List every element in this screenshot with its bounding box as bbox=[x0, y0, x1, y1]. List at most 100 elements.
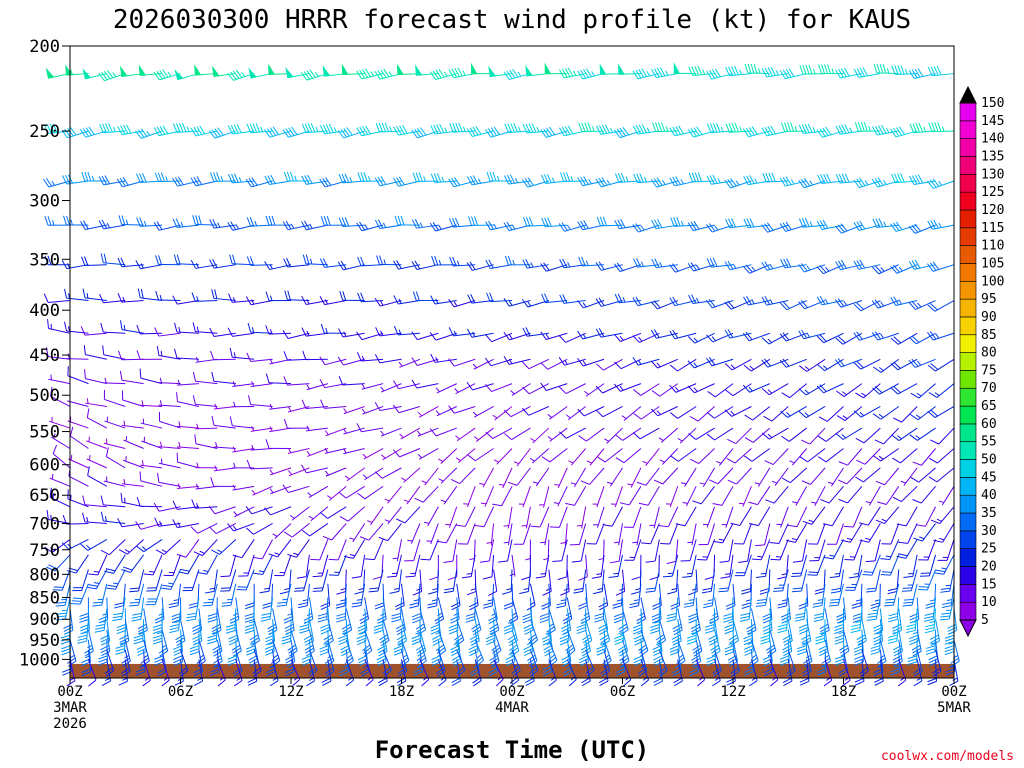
wind-barb bbox=[642, 448, 660, 466]
barb-staff bbox=[803, 224, 826, 228]
barb-full-feather bbox=[47, 319, 50, 329]
barb-staff bbox=[49, 477, 71, 487]
barb-staff bbox=[172, 554, 181, 576]
wind-barb bbox=[566, 406, 586, 421]
barb-full-feather bbox=[432, 640, 442, 646]
barb-full-feather bbox=[690, 221, 697, 231]
barb-full-feather bbox=[790, 122, 795, 132]
barb-flag bbox=[194, 64, 202, 76]
barb-full-feather bbox=[414, 129, 421, 138]
wind-barb bbox=[250, 381, 273, 388]
barb-full-feather bbox=[580, 615, 590, 622]
wind-barb bbox=[571, 539, 587, 563]
wind-barb bbox=[176, 452, 200, 469]
barb-full-feather bbox=[577, 358, 584, 367]
barb-staff bbox=[618, 300, 641, 304]
wind-barb bbox=[121, 420, 144, 429]
barb-full-feather bbox=[561, 222, 568, 231]
barb-full-feather bbox=[400, 215, 405, 226]
barb-staff bbox=[288, 467, 310, 477]
wind-barb bbox=[743, 218, 770, 229]
barb-half-feather bbox=[827, 481, 834, 485]
barb-full-feather bbox=[529, 639, 538, 647]
barb-staff bbox=[828, 485, 844, 504]
wind-barb bbox=[890, 264, 918, 274]
barb-half-feather bbox=[883, 179, 887, 185]
barb-staff bbox=[539, 506, 550, 528]
barb-staff bbox=[429, 539, 439, 561]
barb-staff bbox=[769, 629, 777, 651]
barb-staff bbox=[95, 569, 108, 590]
barb-half-feather bbox=[381, 454, 386, 459]
wind-barb bbox=[744, 427, 771, 443]
wind-barb bbox=[910, 383, 936, 399]
barb-full-feather bbox=[522, 327, 528, 337]
barb-full-feather bbox=[706, 300, 713, 309]
barb-staff bbox=[453, 130, 476, 133]
barb-full-feather bbox=[932, 261, 940, 270]
barb-staff bbox=[252, 485, 273, 496]
barb-staff bbox=[324, 264, 347, 268]
barb-half-feather bbox=[70, 69, 73, 75]
barb-full-feather bbox=[227, 222, 234, 231]
wind-barb bbox=[399, 427, 421, 440]
barb-full-feather bbox=[531, 123, 537, 133]
wind-barb bbox=[43, 293, 71, 303]
barb-staff bbox=[152, 554, 163, 576]
wind-barb bbox=[755, 583, 771, 607]
barb-staff bbox=[346, 467, 365, 482]
barb-full-feather bbox=[947, 623, 957, 629]
barb-half-feather bbox=[50, 547, 55, 552]
barb-full-feather bbox=[525, 123, 531, 133]
barb-full-feather bbox=[828, 604, 839, 607]
barb-full-feather bbox=[60, 634, 70, 639]
barb-full-feather bbox=[712, 174, 718, 184]
barb-staff bbox=[250, 467, 273, 470]
wind-barb bbox=[379, 619, 390, 647]
barb-staff bbox=[343, 406, 365, 415]
barb-staff bbox=[702, 467, 716, 488]
barb-staff bbox=[452, 569, 458, 592]
barb-full-feather bbox=[944, 640, 955, 645]
wind-barb bbox=[706, 299, 734, 309]
barb-full-feather bbox=[319, 356, 326, 365]
barb-staff bbox=[343, 130, 365, 139]
barb-half-feather bbox=[709, 621, 715, 624]
barb-full-feather bbox=[338, 376, 344, 386]
barb-staff bbox=[915, 224, 936, 234]
barb-half-feather bbox=[269, 358, 273, 364]
barb-full-feather bbox=[838, 479, 848, 485]
barb-half-feather bbox=[462, 70, 466, 76]
barb-staff bbox=[566, 569, 570, 592]
barb-staff bbox=[453, 332, 476, 337]
barb-staff bbox=[419, 597, 422, 620]
barb-full-feather bbox=[178, 123, 184, 133]
barb-full-feather bbox=[867, 612, 878, 615]
barb-full-feather bbox=[891, 65, 896, 75]
wind-barb bbox=[450, 467, 476, 485]
wind-barb bbox=[573, 569, 587, 594]
barb-half-feather bbox=[570, 176, 574, 182]
barb-full-feather bbox=[248, 655, 258, 661]
barb-staff bbox=[123, 439, 144, 449]
wind-barb bbox=[114, 583, 126, 609]
barb-full-feather bbox=[856, 68, 863, 78]
barb-half-feather bbox=[521, 524, 527, 527]
barb-full-feather bbox=[429, 222, 436, 232]
barb-staff bbox=[636, 523, 642, 546]
barb-flag bbox=[82, 68, 92, 80]
wind-barb bbox=[209, 259, 236, 269]
barb-staff bbox=[456, 619, 465, 641]
wind-barb bbox=[99, 123, 126, 134]
barb-staff bbox=[215, 619, 218, 642]
barb-half-feather bbox=[702, 69, 706, 75]
barb-staff bbox=[381, 383, 402, 393]
barb-staff bbox=[482, 467, 495, 488]
barb-staff bbox=[287, 264, 310, 268]
barb-full-feather bbox=[211, 289, 215, 299]
barb-full-feather bbox=[841, 68, 847, 78]
barb-full-feather bbox=[302, 254, 307, 264]
barb-staff bbox=[603, 608, 609, 631]
wind-barb bbox=[872, 448, 900, 462]
barb-half-feather bbox=[435, 387, 440, 393]
